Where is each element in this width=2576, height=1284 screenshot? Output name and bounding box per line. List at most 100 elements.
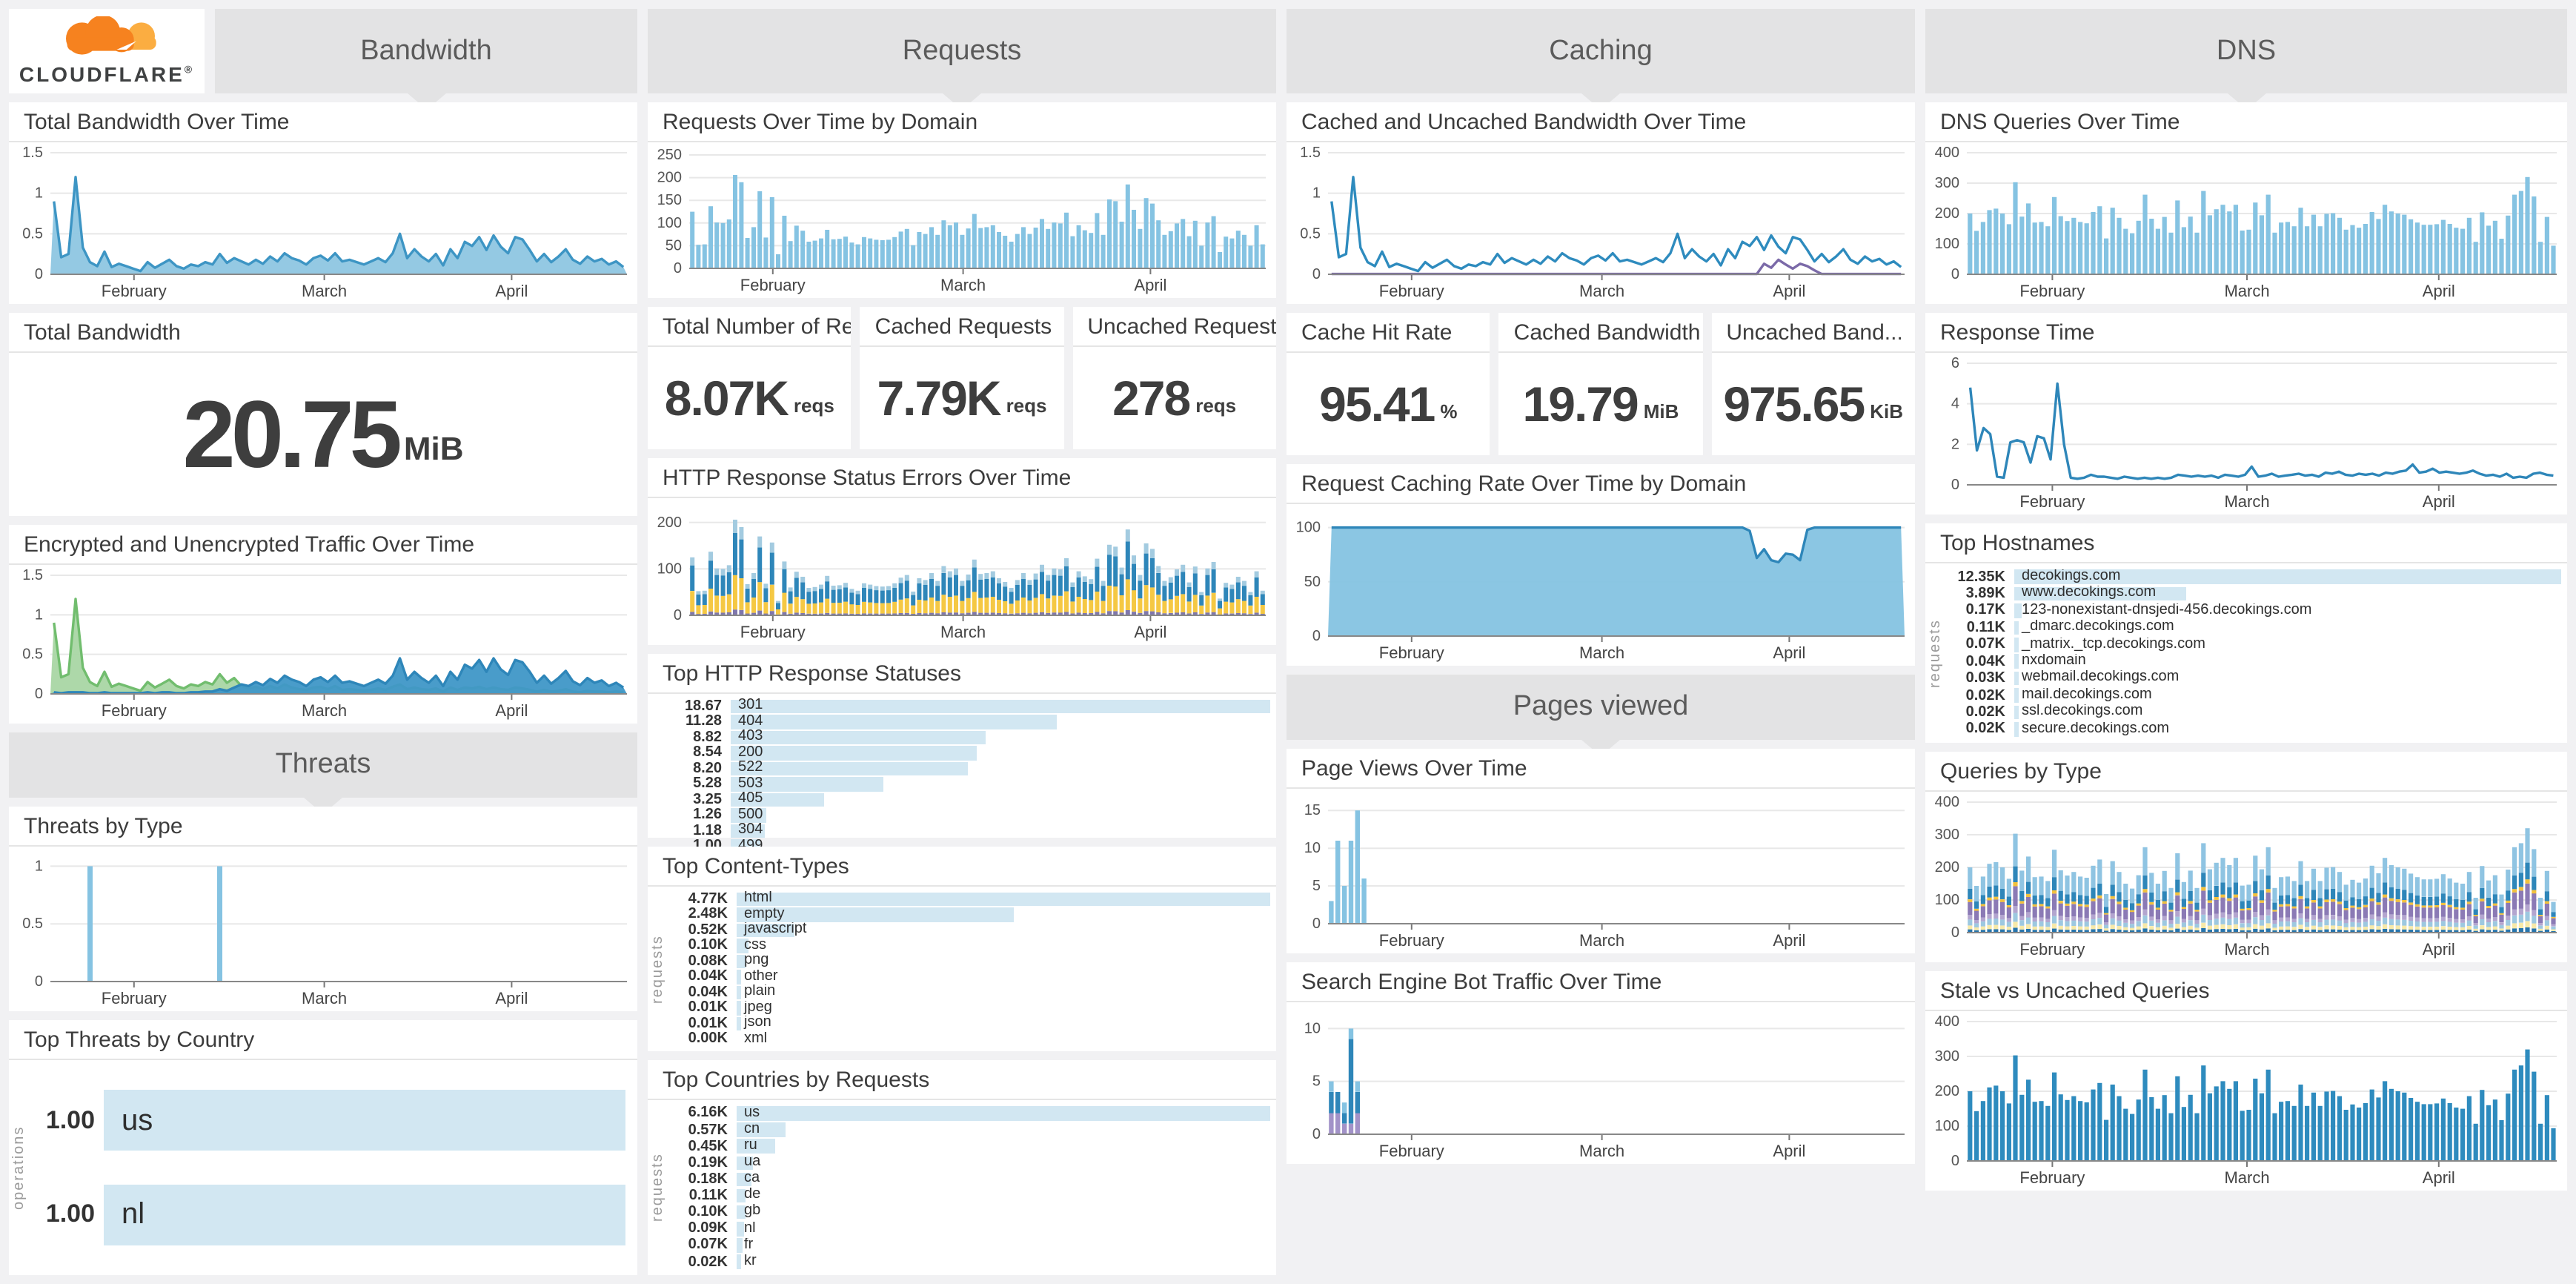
list-item[interactable]: 8.20 522 — [663, 761, 1270, 777]
panel-cached-bandwidth: Cached Bandwidth 19.79 MiB — [1498, 313, 1703, 455]
list-item[interactable]: 3.89K www.decokings.com — [1946, 586, 2561, 602]
svg-text:March: March — [2224, 492, 2269, 511]
list-item[interactable]: 0.52K javascript — [668, 922, 1270, 939]
list-item[interactable]: 8.54 200 — [663, 745, 1270, 761]
list-item[interactable]: 6.16K us — [668, 1105, 1270, 1122]
list-item[interactable]: 0.02K kr — [668, 1254, 1270, 1270]
list-item[interactable]: 0.04K nxdomain — [1946, 653, 2561, 669]
list-item[interactable]: 0.17K 123-nonexistant-dnsjedi-456.decokin… — [1946, 603, 2561, 619]
chart-requests-over-time: 0 50 100 150 200 250 February March April — [657, 147, 1266, 294]
list-item[interactable]: 1.00 us — [30, 1089, 625, 1151]
list-item[interactable]: 3.25 405 — [663, 792, 1270, 808]
svg-text:March: March — [1579, 643, 1624, 662]
svg-text:March: March — [1579, 1142, 1624, 1160]
svg-text:February: February — [1379, 1142, 1444, 1160]
list-item-value: 1.18 — [693, 822, 722, 839]
list-item[interactable]: 4.77K html — [668, 891, 1270, 907]
svg-text:0.5: 0.5 — [22, 646, 43, 663]
list-item[interactable]: 0.01K jpeg — [668, 1000, 1270, 1016]
svg-text:100: 100 — [657, 215, 682, 231]
panel-cached-uncached-bandwidth: Cached and Uncached Bandwidth Over Time … — [1287, 102, 1915, 304]
cloudflare-wordmark: CLOUDFLARE® — [19, 62, 195, 86]
column-requests: Requests Requests Over Time by Domain 0 5… — [648, 9, 1276, 1275]
list-item[interactable]: 0.09K nl — [668, 1221, 1270, 1237]
svg-text:February: February — [740, 276, 806, 294]
svg-text:February: February — [2019, 940, 2085, 959]
list-item[interactable]: 0.04K plain — [668, 984, 1270, 1001]
list-item-bar — [737, 907, 1015, 921]
list-item[interactable]: 0.02K secure.decokings.com — [1946, 721, 2561, 738]
list-item-bar — [731, 715, 1057, 729]
list-item[interactable]: 0.18K ca — [668, 1171, 1270, 1188]
svg-text:200: 200 — [1935, 1083, 1959, 1099]
list-item[interactable]: 0.04K other — [668, 969, 1270, 985]
svg-text:February: February — [1379, 643, 1444, 662]
cloudflare-logo[interactable]: CLOUDFLARE® — [9, 9, 205, 93]
list-item[interactable]: 8.82 403 — [663, 729, 1270, 746]
list-item-bar — [737, 1205, 746, 1220]
panel-uncached-bandwidth: Uncached Band... 975.65 KiB — [1711, 313, 1915, 455]
list-item[interactable]: 0.57K cn — [668, 1122, 1270, 1138]
list-item-label: kr — [744, 1254, 757, 1269]
chart-response-time: 0 2 4 6 February March April — [1951, 355, 2557, 511]
list-item[interactable]: 5.28 503 — [663, 776, 1270, 792]
list-item[interactable]: 0.03K webmail.decokings.com — [1946, 670, 2561, 686]
chart-stale-vs-uncached-queries: 0 100 200 300 400 February March April — [1935, 1013, 2557, 1187]
list-item[interactable]: 0.45K ru — [668, 1138, 1270, 1154]
list-item-label: 403 — [738, 729, 763, 744]
list-item[interactable]: 11.28 404 — [663, 714, 1270, 730]
list-item[interactable]: 2.48K empty — [668, 906, 1270, 923]
svg-text:0: 0 — [674, 607, 682, 623]
list-item-label: decokings.com — [2022, 569, 2121, 584]
svg-text:April: April — [2423, 1168, 2455, 1187]
list-item[interactable]: 0.01K json — [668, 1016, 1270, 1032]
panel-title: Requests Over Time by Domain — [648, 102, 1276, 142]
list-item-bar — [2014, 654, 2019, 669]
list-item-bar — [737, 892, 1270, 906]
svg-text:February: February — [1379, 931, 1444, 950]
list-item[interactable]: 0.11K de — [668, 1188, 1270, 1204]
list-item[interactable]: 0.07K fr — [668, 1237, 1270, 1254]
svg-text:400: 400 — [1935, 1013, 1959, 1030]
panel-title: Threats by Type — [9, 807, 637, 847]
list-item-label: 301 — [738, 698, 763, 713]
list-item[interactable]: 1.26 500 — [663, 807, 1270, 824]
stat-value-uncached-requests: 278 reqs — [1112, 370, 1237, 425]
list-item[interactable]: 1.18 304 — [663, 822, 1270, 839]
list-item[interactable]: 0.19K ua — [668, 1155, 1270, 1171]
list-item-value: 0.07K — [1965, 636, 2005, 653]
list-item[interactable]: 0.02K mail.decokings.com — [1946, 687, 2561, 704]
list-item-bar — [2014, 586, 2187, 601]
list-item-bar — [731, 808, 767, 822]
panel-top-hostnames: Top Hostnames requests 12.35K decokings.c… — [1925, 523, 2567, 743]
svg-text:0: 0 — [674, 260, 682, 277]
list-item[interactable]: 0.08K png — [668, 953, 1270, 970]
cloudflare-cloud-icon — [66, 16, 156, 55]
list-item[interactable]: 12.35K decokings.com — [1946, 569, 2561, 585]
panel-bot-traffic: Search Engine Bot Traffic Over Time 0 5 10… — [1287, 962, 1915, 1164]
list-item[interactable]: 0.10K css — [668, 938, 1270, 954]
list-item-label: secure.decokings.com — [2022, 721, 2169, 737]
svg-text:February: February — [102, 282, 167, 300]
panel-title: Top Countries by Requests — [648, 1060, 1276, 1100]
list-top-http-statuses: 18.67 301 11.28 404 8.82 403 8.54 200 8.20 522 5.2… — [648, 694, 1276, 855]
list-item-value: 2.48K — [688, 906, 728, 923]
list-item-value: 18.67 — [684, 698, 722, 715]
chart-encrypted-unencrypted-traffic: 0 0.5 1 1.5 February March April — [22, 567, 627, 720]
svg-text:March: March — [302, 989, 347, 1007]
panel-top-countries: Top Countries by Requests requests 6.16K… — [648, 1060, 1276, 1275]
svg-text:April: April — [1134, 276, 1166, 294]
section-header-requests: Requests — [648, 9, 1276, 110]
svg-text:0: 0 — [35, 973, 43, 990]
list-item[interactable]: 0.07K _matrix._tcp.decokings.com — [1946, 636, 2561, 653]
chart-queries-by-type: 0 100 200 300 400 February March April — [1935, 794, 2557, 959]
svg-text:0: 0 — [1951, 1153, 1959, 1169]
list-item[interactable]: 0.00K xml — [668, 1031, 1270, 1048]
list-item-value: 5.28 — [693, 775, 722, 792]
list-item[interactable]: 0.02K ssl.decokings.com — [1946, 704, 2561, 721]
list-item[interactable]: 1.00 nl — [30, 1184, 625, 1246]
list-item[interactable]: 0.11K _dmarc.decokings.com — [1946, 620, 2561, 636]
list-item[interactable]: 18.67 301 — [663, 698, 1270, 715]
list-item[interactable]: 0.10K gb — [668, 1204, 1270, 1220]
